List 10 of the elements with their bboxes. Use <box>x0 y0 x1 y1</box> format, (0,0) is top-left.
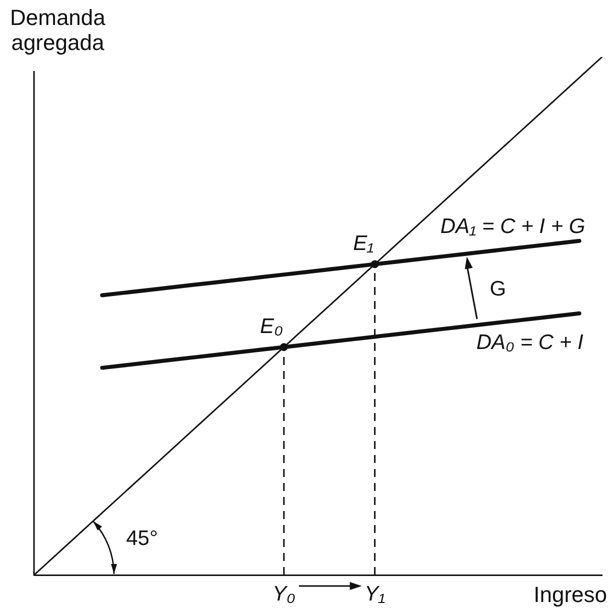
x-tick-label: Y₀ <box>272 582 296 606</box>
y-axis-title: Demanda agregada <box>10 5 106 55</box>
annotation: E₀ <box>260 315 284 338</box>
annotation: G <box>490 278 506 301</box>
series-label: DA₁ = C + I + G <box>440 214 586 238</box>
x-tick-label: Y₁ <box>364 582 386 606</box>
annotation: 45° <box>126 526 158 550</box>
series-label: DA₀ = C + I <box>476 330 584 354</box>
x-axis-title: Ingreso <box>534 582 607 607</box>
annotation: E₁ <box>353 232 374 256</box>
